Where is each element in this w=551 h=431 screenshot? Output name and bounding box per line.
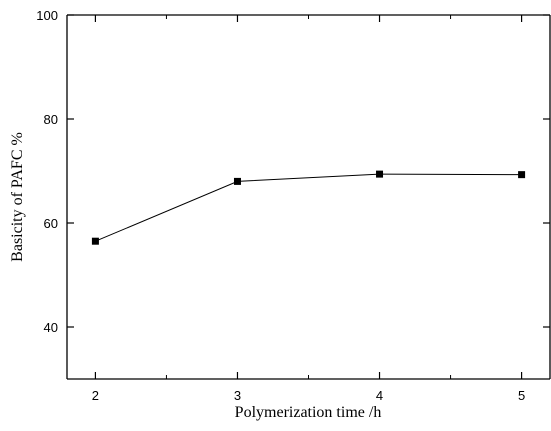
y-tick-label: 100: [36, 8, 58, 23]
y-axis-title: Basicity of PAFC %: [9, 132, 26, 262]
y-tick-label: 60: [44, 216, 58, 231]
y-tick-label: 40: [44, 320, 58, 335]
x-tick-label: 3: [234, 388, 241, 403]
x-tick-label: 5: [518, 388, 525, 403]
data-point: [91, 237, 99, 245]
plot-frame: [66, 14, 551, 380]
y-tick-label: 80: [44, 112, 58, 127]
series-layer: [91, 170, 526, 245]
data-point: [233, 177, 241, 185]
tick-labels: 2 3 4 5 40 60 80 100: [36, 8, 525, 403]
ticks: [67, 14, 550, 379]
series-line: [95, 173, 522, 242]
data-point: [376, 170, 384, 178]
x-tick-label: 2: [92, 388, 99, 403]
x-tick-label: 4: [376, 388, 383, 403]
x-axis-title: Polymerization time /h: [235, 404, 382, 421]
data-point: [518, 171, 526, 179]
